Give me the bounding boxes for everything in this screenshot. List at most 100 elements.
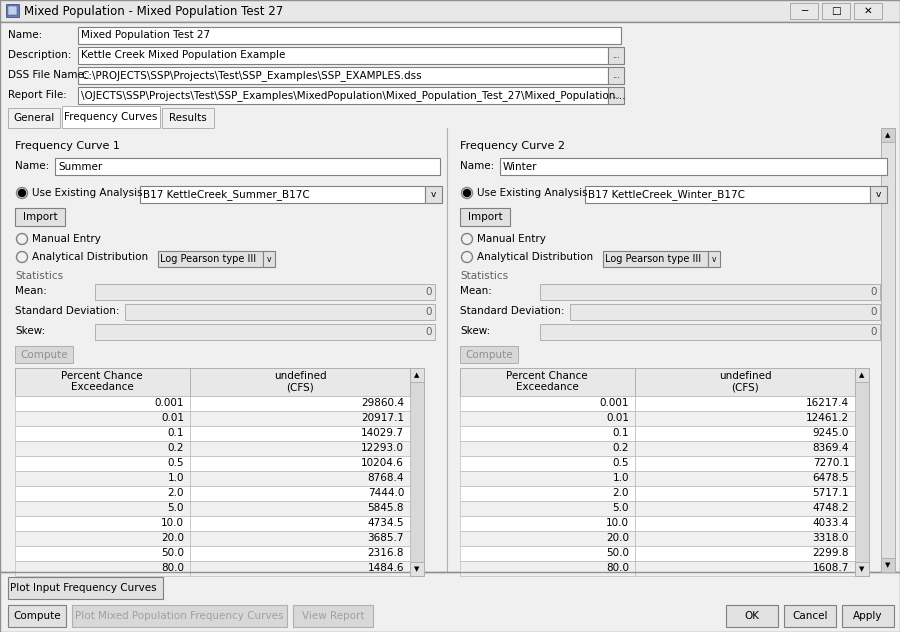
Bar (460, 531, 635, 546)
Text: 10.0: 10.0 (606, 518, 629, 528)
Text: ─: ─ (801, 6, 807, 16)
Bar (460, 411, 635, 426)
Text: 4033.4: 4033.4 (813, 518, 849, 528)
Text: Standard Deviation:: Standard Deviation: (15, 306, 120, 316)
Bar (460, 516, 635, 531)
Bar (635, 368, 855, 396)
Bar (15, 411, 190, 426)
Bar (95, 284, 435, 300)
Bar (78, 67, 608, 84)
Bar (190, 456, 410, 471)
Text: 0.001: 0.001 (155, 398, 184, 408)
Bar (635, 426, 855, 441)
Text: 50.0: 50.0 (161, 548, 184, 558)
Bar (635, 531, 855, 546)
Bar (190, 486, 410, 501)
Text: 0.1: 0.1 (167, 428, 184, 438)
Bar (8, 108, 60, 128)
Text: Compute: Compute (465, 349, 513, 360)
Text: 2299.8: 2299.8 (813, 548, 849, 558)
Text: Import: Import (22, 212, 58, 222)
Bar (635, 396, 855, 411)
Text: 12461.2: 12461.2 (806, 413, 849, 423)
Bar (15, 546, 190, 561)
Text: 20.0: 20.0 (161, 533, 184, 543)
Text: Compute: Compute (14, 611, 61, 621)
Bar (410, 368, 424, 382)
Text: 8768.4: 8768.4 (367, 473, 404, 483)
Text: C:\PROJECTS\SSP\Projects\Test\SSP_Examples\SSP_EXAMPLES.dss: C:\PROJECTS\SSP\Projects\Test\SSP_Exampl… (81, 70, 421, 81)
Bar (190, 501, 410, 516)
Text: Exceedance: Exceedance (516, 382, 579, 392)
Text: undefined: undefined (274, 371, 327, 381)
Text: 9245.0: 9245.0 (813, 428, 849, 438)
Text: ...: ... (612, 71, 620, 80)
Text: B17 KettleCreek_Summer_B17C: B17 KettleCreek_Summer_B17C (143, 189, 310, 200)
Bar (460, 471, 635, 486)
Bar (263, 251, 275, 267)
Text: Report File:: Report File: (8, 90, 67, 100)
Bar (8, 6, 17, 15)
Bar (854, 3, 882, 19)
Text: 20917.1: 20917.1 (361, 413, 404, 423)
Bar (410, 562, 424, 576)
Bar (72, 605, 287, 627)
Text: 16217.4: 16217.4 (806, 398, 849, 408)
Bar (635, 501, 855, 516)
Bar (460, 501, 635, 516)
Text: 80.0: 80.0 (606, 563, 629, 573)
Bar (460, 441, 635, 456)
Text: Standard Deviation:: Standard Deviation: (460, 306, 564, 316)
Bar (855, 368, 869, 382)
Bar (190, 396, 410, 411)
Text: 1.0: 1.0 (167, 473, 184, 483)
Text: 10204.6: 10204.6 (361, 458, 404, 468)
Bar (15, 471, 190, 486)
Text: 0: 0 (426, 307, 432, 317)
Bar (540, 324, 880, 340)
Bar (78, 47, 608, 64)
Bar (8, 577, 163, 599)
Text: 0.5: 0.5 (167, 458, 184, 468)
Text: Analytical Distribution: Analytical Distribution (477, 252, 593, 262)
Text: 1.0: 1.0 (613, 473, 629, 483)
Text: ▼: ▼ (860, 566, 865, 572)
Text: Log Pearson type III: Log Pearson type III (605, 254, 701, 264)
Bar (190, 561, 410, 576)
Text: 0: 0 (426, 327, 432, 337)
Text: 2316.8: 2316.8 (367, 548, 404, 558)
Text: ▼: ▼ (886, 562, 891, 568)
Bar (15, 396, 190, 411)
Text: 4734.5: 4734.5 (367, 518, 404, 528)
Text: Analytical Distribution: Analytical Distribution (32, 252, 148, 262)
Bar (460, 346, 518, 363)
Bar (855, 562, 869, 576)
Text: Mixed Population - Mixed Population Test 27: Mixed Population - Mixed Population Test… (24, 4, 284, 18)
Bar (190, 441, 410, 456)
Bar (784, 605, 836, 627)
Bar (125, 304, 435, 320)
Text: 0.1: 0.1 (613, 428, 629, 438)
Text: v: v (266, 255, 271, 264)
Bar (635, 561, 855, 576)
Text: 0.2: 0.2 (613, 443, 629, 453)
Bar (708, 251, 720, 267)
Bar (460, 396, 635, 411)
Text: 50.0: 50.0 (606, 548, 629, 558)
Bar (5, 128, 895, 572)
Bar (8, 605, 66, 627)
Text: 5717.1: 5717.1 (813, 488, 849, 498)
Bar (190, 411, 410, 426)
Text: Skew:: Skew: (460, 326, 491, 336)
Text: OK: OK (744, 611, 760, 621)
Bar (190, 368, 410, 396)
Text: Apply: Apply (853, 611, 883, 621)
Bar (190, 546, 410, 561)
Bar (460, 208, 510, 226)
Bar (78, 27, 621, 44)
Circle shape (19, 190, 25, 197)
Text: v: v (712, 255, 716, 264)
Text: 2.0: 2.0 (613, 488, 629, 498)
Text: ▼: ▼ (414, 566, 419, 572)
Text: \OJECTS\SSP\Projects\Test\SSP_Examples\MixedPopulation\Mixed_Population_Test_27\: \OJECTS\SSP\Projects\Test\SSP_Examples\M… (81, 90, 626, 101)
